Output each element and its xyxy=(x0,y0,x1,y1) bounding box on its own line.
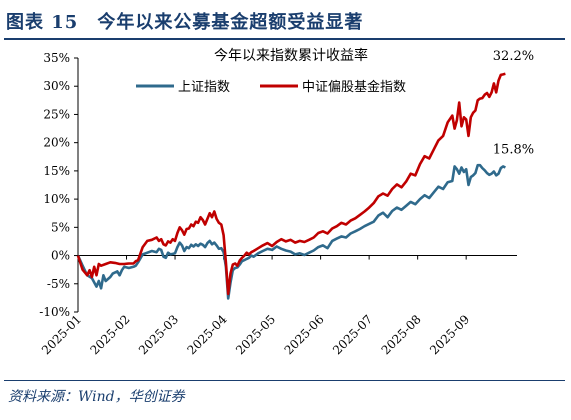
chart-series xyxy=(76,72,506,300)
line-chart: 今年以来指数累计收益率 上证指数 中证偏股基金指数 -10% -5% 0% 5% 10% 1… xyxy=(39,47,534,357)
x-tick-label: 2025-07 xyxy=(330,312,375,357)
y-tick-label: 35% xyxy=(43,51,70,65)
figure-header: 图表 15 今年以来公募基金超额受益显著 xyxy=(4,4,565,40)
source-divider xyxy=(4,380,565,381)
end-value-label: 32.2% xyxy=(493,49,534,64)
x-tick-label: 2025-05 xyxy=(233,312,278,357)
figure-title: 图表 15 今年以来公募基金超额受益显著 xyxy=(6,12,364,33)
chart-container: 今年以来指数累计收益率 上证指数 中证偏股基金指数 -10% -5% 0% 5% 10% 1… xyxy=(0,40,571,378)
series-line-sse-index xyxy=(76,163,506,300)
chart-title: 今年以来指数累计收益率 xyxy=(214,47,368,64)
x-tick-label: 2025-04 xyxy=(185,312,230,357)
y-tick-label: 20% xyxy=(43,136,70,150)
x-tick-label: 2025-03 xyxy=(136,312,181,357)
x-tick-label: 2025-02 xyxy=(87,312,132,357)
y-tick-label: 10% xyxy=(43,192,70,206)
end-value-label: 15.8% xyxy=(493,143,534,158)
series-line-csi-fund-index xyxy=(76,72,506,296)
chart-legend: 上证指数 中证偏股基金指数 xyxy=(136,79,406,95)
chart-end-labels: 15.8% 32.2% xyxy=(493,49,534,158)
y-tick-label: 0% xyxy=(51,249,70,263)
y-tick-label: 15% xyxy=(43,164,70,178)
y-tick-label: 25% xyxy=(43,107,70,121)
y-tick-label: 5% xyxy=(51,220,70,234)
y-tick-label: -10% xyxy=(39,305,70,319)
x-tick-label: 2025-09 xyxy=(427,312,472,357)
legend-label: 上证指数 xyxy=(178,80,230,95)
chart-axes: -10%-5%0%5%10%15%20%25%30%35%2025-01 2025… xyxy=(39,51,517,357)
x-tick-label: 2025-06 xyxy=(282,312,327,357)
y-tick-label: 30% xyxy=(43,79,70,93)
x-tick-label: 2025-08 xyxy=(379,312,424,357)
y-tick-label: -5% xyxy=(47,277,70,291)
legend-label: 中证偏股基金指数 xyxy=(302,79,406,95)
source-note: 资料来源：Wind，华创证券 xyxy=(8,389,185,405)
